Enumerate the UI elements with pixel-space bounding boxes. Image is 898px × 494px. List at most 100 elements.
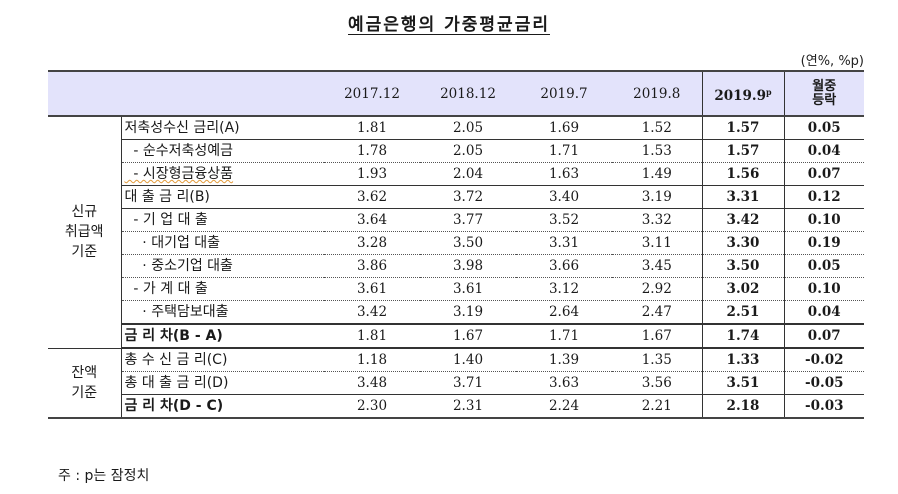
cell: 2.30	[324, 394, 420, 419]
cell: 3.77	[420, 208, 516, 232]
cell: 2.24	[516, 394, 612, 419]
cell: 1.71	[516, 139, 612, 163]
cell-change: 0.04	[783, 300, 864, 324]
cell: 1.78	[324, 139, 420, 163]
row-label: 저축성수신 금리(A)	[120, 115, 324, 140]
cell-preliminary: 3.50	[701, 254, 784, 278]
cell-change: 0.05	[783, 254, 864, 278]
table-row: · 주택담보대출 3.42 3.19 2.64 2.47 2.51 0.04	[48, 300, 864, 324]
cell: 3.98	[420, 254, 516, 278]
cell-change: 0.19	[783, 231, 864, 255]
table-row: - 순수저축성예금 1.78 2.05 1.71 1.53 1.57 0.04	[48, 139, 864, 163]
group-label-new: 신규 취급액 기준	[48, 116, 121, 349]
preliminary-mark: p	[766, 86, 772, 97]
cell: 1.53	[612, 139, 702, 163]
table-row: - 기 업 대 출 3.64 3.77 3.52 3.32 3.42 0.10	[48, 208, 864, 232]
cell: 1.67	[612, 323, 702, 348]
cell: 3.40	[516, 185, 612, 209]
row-label: 대 출 금 리(B)	[120, 185, 324, 209]
group-label-balance: 잔액 기준	[48, 347, 121, 419]
cell: 3.56	[612, 371, 702, 395]
cell-preliminary: 3.51	[701, 371, 784, 395]
cell-preliminary: 1.57	[701, 139, 784, 163]
cell: 1.69	[516, 115, 612, 140]
row-label: - 가 계 대 출	[120, 277, 324, 301]
cell-preliminary: 1.57	[701, 115, 784, 140]
cell: 2.04	[420, 162, 516, 186]
cell: 3.48	[324, 371, 420, 395]
cell: 3.12	[516, 277, 612, 301]
col-header: 2019.7	[516, 70, 612, 117]
cell: 2.05	[420, 115, 516, 140]
cell: 2.21	[612, 394, 702, 419]
col-header: 2019.8	[612, 70, 702, 117]
cell-preliminary: 3.31	[701, 185, 784, 209]
cell-change: 0.10	[783, 208, 864, 232]
table-row: · 대기업 대출 3.28 3.50 3.31 3.11 3.30 0.19	[48, 231, 864, 255]
table-row: 잔액 기준 총 수 신 금 리(C) 1.18 1.40 1.39 1.35 1.…	[48, 347, 864, 419]
cell: 2.47	[612, 300, 702, 324]
table-row-spread: 금 리 차(B - A) 1.81 1.67 1.71 1.67 1.74 0.…	[48, 323, 864, 348]
cell: 3.63	[516, 371, 612, 395]
row-label: 금 리 차(D - C)	[120, 394, 324, 419]
cell-change: -0.05	[783, 371, 864, 395]
cell-change: 0.07	[783, 162, 864, 186]
cell-preliminary: 3.02	[701, 277, 784, 301]
cell: 3.19	[420, 300, 516, 324]
cell-preliminary: 1.74	[701, 323, 784, 348]
cell: 3.45	[612, 254, 702, 278]
cell: 3.32	[612, 208, 702, 232]
cell: 3.52	[516, 208, 612, 232]
cell-change: -0.02	[783, 347, 864, 372]
cell: 3.28	[324, 231, 420, 255]
cell-change: 0.10	[783, 277, 864, 301]
row-label: · 대기업 대출	[120, 231, 324, 255]
table-row: · 중소기업 대출 3.86 3.98 3.66 3.45 3.50 0.05	[48, 254, 864, 278]
cell-preliminary: 2.18	[701, 394, 784, 419]
header-row: 2017.12 2018.12 2019.7 2019.8 2019.9p 월중…	[48, 70, 864, 117]
cell: 3.31	[516, 231, 612, 255]
cell: 1.63	[516, 162, 612, 186]
cell: 1.81	[324, 323, 420, 348]
cell: 3.71	[420, 371, 516, 395]
row-label: 금 리 차(B - A)	[120, 323, 324, 348]
table-row: - 시장형금융상품 1.93 2.04 1.63 1.49 1.56 0.07	[48, 162, 864, 186]
cell: 3.72	[420, 185, 516, 209]
cell-change: 0.05	[783, 115, 864, 140]
cell-preliminary: 2.51	[701, 300, 784, 324]
row-label: - 순수저축성예금	[120, 139, 324, 163]
table-row: 대 출 금 리(B) 3.62 3.72 3.40 3.19 3.31 0.12	[48, 185, 864, 209]
table-row-spread: 금 리 차(D - C) 2.30 2.31 2.24 2.21 2.18 -0…	[48, 394, 864, 419]
cell: 3.42	[324, 300, 420, 324]
row-label: 총 대 출 금 리(D)	[120, 371, 324, 395]
row-label: 총 수 신 금 리(C)	[120, 347, 324, 372]
cell: 3.62	[324, 185, 420, 209]
cell-preliminary: 1.33	[701, 347, 784, 372]
cell: 2.05	[420, 139, 516, 163]
row-label: - 기 업 대 출	[120, 208, 324, 232]
footnote: 주 : p는 잠정치	[58, 468, 150, 484]
interest-rate-table: 2017.12 2018.12 2019.7 2019.8 2019.9p 월중…	[48, 70, 864, 419]
cell: 2.64	[516, 300, 612, 324]
cell: 1.35	[612, 347, 702, 372]
cell: 1.93	[324, 162, 420, 186]
cell-preliminary: 1.56	[701, 162, 784, 186]
col-header-preliminary: 2019.9p	[701, 70, 784, 117]
cell: 1.71	[516, 323, 612, 348]
row-label: - 시장형금융상품	[120, 162, 324, 186]
table-row: 신규 취급액 기준 저축성수신 금리(A) 1.81 2.05 1.69 1.52 …	[48, 115, 864, 349]
row-label: · 주택담보대출	[120, 300, 324, 324]
table-row: 총 대 출 금 리(D) 3.48 3.71 3.63 3.56 3.51 -0…	[48, 371, 864, 395]
cell: 1.39	[516, 347, 612, 372]
cell: 3.50	[420, 231, 516, 255]
unit-label: (연%, %p)	[800, 54, 864, 69]
col-header: 2018.12	[420, 70, 516, 117]
cell-change: 0.12	[783, 185, 864, 209]
cell: 1.49	[612, 162, 702, 186]
cell: 1.18	[324, 347, 420, 372]
cell-change: -0.03	[783, 394, 864, 419]
cell: 3.64	[324, 208, 420, 232]
cell-preliminary: 3.30	[701, 231, 784, 255]
cell: 1.67	[420, 323, 516, 348]
cell: 1.81	[324, 115, 420, 140]
